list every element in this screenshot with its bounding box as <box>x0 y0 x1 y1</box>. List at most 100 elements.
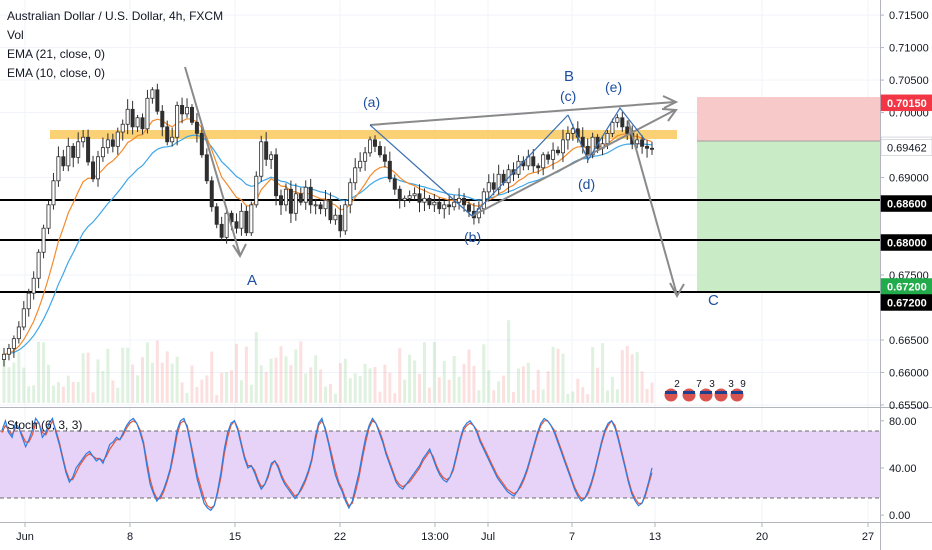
time-axis[interactable]: Jun 8 15 22 13:00 Jul 7 13 20 27 <box>16 522 874 543</box>
volume-bar <box>457 376 461 403</box>
candle-body <box>100 147 105 158</box>
wave-label-A: A <box>247 272 257 289</box>
candle-body <box>105 139 110 149</box>
volume-bar <box>442 360 446 403</box>
volume-bar <box>566 393 570 403</box>
volume-bar <box>418 373 422 403</box>
stoch-indicator-label[interactable]: Stoch (6, 3, 3) <box>7 418 83 432</box>
volume-bar <box>279 346 283 403</box>
volume-bar <box>32 385 36 403</box>
candle-body <box>91 161 96 180</box>
candle-body <box>437 201 442 210</box>
volume-bar <box>462 363 466 403</box>
time-tick-label: 22 <box>334 531 346 543</box>
volume-bar <box>136 375 140 403</box>
volume-bar <box>86 352 90 403</box>
candle-body <box>170 136 175 143</box>
candle-body <box>363 152 368 162</box>
event-flag-stripe <box>665 391 677 394</box>
volume-bar <box>358 376 362 403</box>
candle-body <box>328 199 333 221</box>
candle-body <box>199 132 204 156</box>
candle-body <box>650 147 655 150</box>
volume-bar <box>126 347 130 403</box>
stoch-tick-label: 40.00 <box>889 463 917 475</box>
candle-body <box>239 210 244 229</box>
candle-body <box>254 175 259 206</box>
event-flag-icon[interactable] <box>713 387 729 403</box>
price-axis[interactable]: 0.715000.710000.705000.700000.690000.675… <box>880 10 929 412</box>
volume-bar <box>645 389 649 403</box>
candle-body <box>481 191 486 210</box>
wave-arrow-a-head <box>232 243 247 259</box>
candle-body <box>556 149 561 154</box>
event-flag-icon[interactable] <box>698 387 714 403</box>
candle-body <box>605 132 610 145</box>
resistance-zone <box>50 130 677 139</box>
wave-blue-lines <box>369 106 646 217</box>
event-flag-stripe <box>715 391 727 394</box>
candle-body <box>61 156 66 167</box>
price-badge-0.67200 <box>880 294 932 311</box>
candle-body <box>145 97 150 130</box>
candle-body <box>368 139 373 154</box>
candle-body <box>194 121 199 134</box>
volume-bar <box>190 365 194 403</box>
volume-bar <box>160 362 164 403</box>
candle-body <box>333 214 338 221</box>
candle-body <box>496 173 501 190</box>
lower-trendline-arrow <box>661 108 678 122</box>
candle-body <box>244 210 249 234</box>
volume-bar <box>610 376 614 403</box>
volume-bar <box>195 386 199 403</box>
indicator-ema-10[interactable]: EMA (10, close, 0) <box>7 66 106 80</box>
candle-body <box>21 308 26 328</box>
event-flag-icon[interactable] <box>681 387 697 403</box>
indicator-ema-21[interactable]: EMA (21, close, 0) <box>7 47 106 61</box>
volume-bar <box>42 342 46 403</box>
candle-body <box>16 326 21 340</box>
indicator-vol[interactable]: Vol <box>7 28 24 42</box>
volume-bar <box>101 370 105 403</box>
time-tick-label: 13 <box>649 531 661 543</box>
candle-body <box>531 156 536 167</box>
volume-bar <box>200 379 204 403</box>
wave-drawings <box>184 66 685 299</box>
volume-bar <box>516 368 520 403</box>
candles <box>2 83 655 367</box>
volume-bar <box>2 358 6 403</box>
candle-body <box>51 180 56 206</box>
time-tick-label: Jul <box>481 531 495 543</box>
volume-bar <box>338 363 342 403</box>
candle-body <box>427 197 432 206</box>
candle-body <box>66 145 71 167</box>
stoch-axis[interactable]: 80.00 40.00 0.00 <box>880 416 917 522</box>
price-badge-label: 0.69462 <box>887 143 927 155</box>
event-badge-count: 3 <box>709 379 715 390</box>
volume-bar <box>165 351 169 403</box>
volume-bar <box>403 379 407 403</box>
volume-bar <box>309 367 313 403</box>
candle-body <box>264 141 269 160</box>
candle-body <box>402 197 407 201</box>
volume-bar <box>244 346 248 403</box>
volume-bar <box>596 367 600 403</box>
volume-bar <box>284 356 288 403</box>
candle-body <box>204 154 209 182</box>
candle-body <box>115 131 120 147</box>
volume-bar <box>546 371 550 403</box>
volume-bar <box>145 342 149 403</box>
volume-bar <box>47 364 51 403</box>
candle-body <box>26 292 31 310</box>
volume-bar <box>175 356 179 403</box>
volume-bar <box>541 389 545 403</box>
symbol-title[interactable]: Australian Dollar / U.S. Dollar, 4h, FXC… <box>7 9 224 23</box>
candle-body <box>214 206 219 225</box>
volume-bar <box>630 354 634 403</box>
volume-bar <box>61 386 65 403</box>
event-flag-icon[interactable] <box>729 387 745 403</box>
volume-bar <box>571 391 575 403</box>
event-flag-icon[interactable] <box>663 387 679 403</box>
